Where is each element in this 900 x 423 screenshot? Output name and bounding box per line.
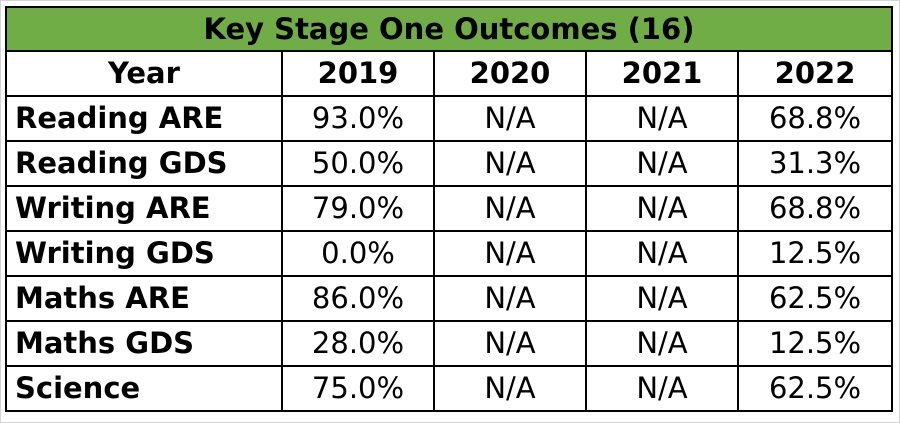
row-label[interactable]: Science <box>5 365 283 412</box>
table-cell[interactable]: 62.5% <box>736 275 894 322</box>
sheet-gridline <box>0 0 900 1</box>
table-cell[interactable]: 31.3% <box>736 140 894 187</box>
row-label[interactable]: Writing GDS <box>5 230 283 277</box>
table-cell[interactable]: N/A <box>585 275 739 322</box>
table-cell[interactable]: 68.8% <box>736 95 894 142</box>
outcomes-table: Key Stage One Outcomes (16) Year 2019 20… <box>4 6 894 412</box>
table-cell[interactable]: N/A <box>585 95 739 142</box>
table-cell[interactable]: 93.0% <box>281 95 435 142</box>
table-row: Reading ARE 93.0% N/A N/A 68.8% <box>5 95 894 142</box>
table-cell[interactable]: N/A <box>433 365 587 412</box>
table-cell[interactable]: 12.5% <box>736 230 894 277</box>
table-row: Reading GDS 50.0% N/A N/A 31.3% <box>5 140 894 187</box>
table-cell[interactable]: N/A <box>433 95 587 142</box>
table-cell[interactable]: 79.0% <box>281 185 435 232</box>
table-cell[interactable]: N/A <box>433 185 587 232</box>
row-label[interactable]: Maths GDS <box>5 320 283 367</box>
table-cell[interactable]: N/A <box>585 320 739 367</box>
table-cell[interactable]: N/A <box>585 140 739 187</box>
table-cell[interactable]: N/A <box>433 275 587 322</box>
table-row: Maths ARE 86.0% N/A N/A 62.5% <box>5 275 894 322</box>
table-row: Writing GDS 0.0% N/A N/A 12.5% <box>5 230 894 277</box>
row-label[interactable]: Reading ARE <box>5 95 283 142</box>
table-cell[interactable]: N/A <box>433 140 587 187</box>
header-row: Year 2019 2020 2021 2022 <box>5 50 894 97</box>
table-cell[interactable]: 86.0% <box>281 275 435 322</box>
table-cell[interactable]: 0.0% <box>281 230 435 277</box>
table-cell[interactable]: 62.5% <box>736 365 894 412</box>
header-year-label[interactable]: Year <box>5 50 283 97</box>
table-cell[interactable]: 75.0% <box>281 365 435 412</box>
header-year-2020[interactable]: 2020 <box>433 50 587 97</box>
table-cell[interactable]: N/A <box>585 185 739 232</box>
table-cell[interactable]: N/A <box>585 230 739 277</box>
table-row: Maths GDS 28.0% N/A N/A 12.5% <box>5 320 894 367</box>
table-title[interactable]: Key Stage One Outcomes (16) <box>4 6 894 52</box>
table-cell[interactable]: N/A <box>433 230 587 277</box>
table-cell[interactable]: 68.8% <box>736 185 894 232</box>
table-cell[interactable]: 12.5% <box>736 320 894 367</box>
table-cell[interactable]: 28.0% <box>281 320 435 367</box>
header-year-2022[interactable]: 2022 <box>736 50 894 97</box>
table-cell[interactable]: N/A <box>433 320 587 367</box>
table-row: Science 75.0% N/A N/A 62.5% <box>5 365 894 412</box>
table-row: Writing ARE 79.0% N/A N/A 68.8% <box>5 185 894 232</box>
header-year-2021[interactable]: 2021 <box>585 50 739 97</box>
row-label[interactable]: Reading GDS <box>5 140 283 187</box>
table-cell[interactable]: 50.0% <box>281 140 435 187</box>
title-row: Key Stage One Outcomes (16) <box>4 6 894 52</box>
table-cell[interactable]: N/A <box>585 365 739 412</box>
header-year-2019[interactable]: 2019 <box>281 50 435 97</box>
row-label[interactable]: Maths ARE <box>5 275 283 322</box>
row-label[interactable]: Writing ARE <box>5 185 283 232</box>
sheet-gridline <box>0 0 1 423</box>
